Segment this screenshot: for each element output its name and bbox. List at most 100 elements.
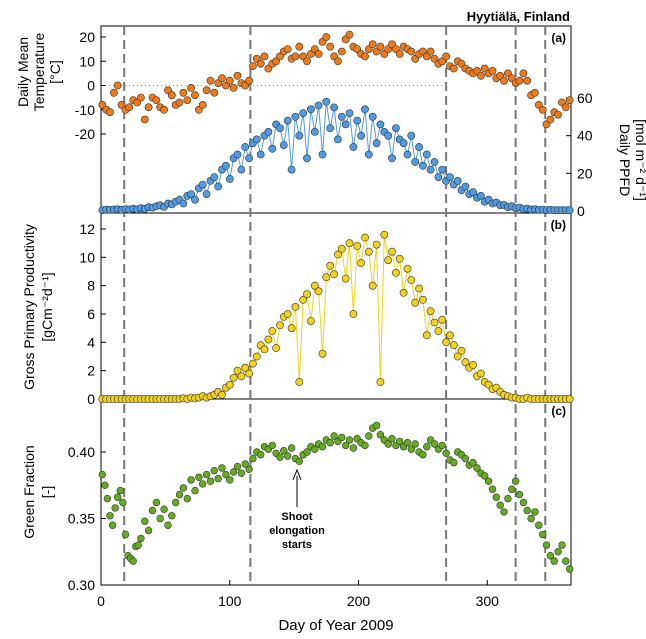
gpp-point: [349, 310, 358, 318]
gpp-point: [446, 331, 454, 340]
gpp-label-line-1: Gross Primary Productivity: [21, 224, 37, 390]
green-fraction-point: [129, 557, 137, 565]
green-fraction-point: [542, 541, 551, 549]
ppfd-point: [322, 97, 331, 106]
green-fraction-point: [152, 498, 161, 507]
gpp-point: [252, 352, 261, 361]
gpp-tick-label: 12: [79, 221, 95, 237]
temperature-point: [187, 84, 195, 92]
temperature-series: [98, 30, 574, 129]
gpp-point: [264, 335, 273, 344]
green-fraction-point: [411, 440, 419, 448]
gpp-point: [434, 327, 443, 335]
gpp-point: [407, 276, 416, 284]
ppfd-point: [191, 195, 199, 204]
temperature-point: [245, 76, 253, 85]
green-fraction-point: [287, 444, 296, 452]
ppfd-point: [453, 176, 462, 185]
green-fraction-point: [295, 457, 303, 465]
temperature-point: [519, 69, 528, 78]
temperature-point: [337, 47, 346, 56]
gpp-point: [326, 261, 335, 270]
temperature-point: [531, 88, 539, 97]
temperature-point: [476, 71, 485, 80]
ppfd-point: [476, 191, 485, 200]
gpp-axis-label: Gross Primary Productivity [gCm⁻²d⁻¹]: [21, 224, 55, 390]
green-fraction-point: [148, 506, 157, 515]
ppfd-point: [384, 131, 393, 140]
temperature-point: [175, 98, 184, 107]
gpp-point: [268, 327, 277, 335]
green-fraction-point: [199, 480, 207, 488]
gpp-point: [233, 366, 242, 375]
ppfd-point: [306, 105, 315, 114]
ppfd-point: [287, 165, 296, 174]
ppfd-point: [295, 131, 304, 140]
ppfd-point: [330, 103, 338, 112]
gpp-point: [457, 346, 466, 355]
ppfd-point: [326, 124, 335, 133]
gpp-point: [237, 372, 246, 381]
green-fraction-point: [121, 530, 130, 539]
gpp-point: [426, 307, 435, 316]
gpp-point: [318, 349, 327, 358]
gpp-point: [422, 331, 431, 340]
temperature-point: [218, 74, 226, 83]
temperature-point: [407, 47, 416, 56]
green-fraction-point: [226, 476, 234, 484]
green-fraction-point: [103, 494, 112, 503]
ppfd-point: [364, 150, 373, 159]
gpp-point: [218, 390, 226, 399]
gpp-point: [276, 321, 284, 330]
ppfd-tick-label: 0: [577, 203, 585, 219]
annotation-arrowhead-icon: [292, 468, 302, 481]
green-tick-label: 0.30: [68, 577, 95, 593]
temperature-point: [546, 115, 555, 124]
annotation-line-3: starts: [282, 539, 312, 551]
ppfd-point: [446, 173, 454, 181]
gpp-point: [364, 247, 373, 256]
ppfd-tick-label: 20: [577, 165, 593, 181]
green-fraction-point: [396, 437, 404, 446]
gpp-point: [229, 373, 238, 382]
gpp-point: [384, 256, 393, 265]
gpp-point: [241, 363, 250, 372]
gpp-point: [372, 240, 381, 249]
gpp-tick-label: 10: [79, 249, 95, 265]
temperature-point: [140, 115, 149, 124]
green-tick-label: 0.40: [68, 444, 95, 460]
temperature-label-line-1: Daily Mean: [15, 37, 31, 107]
green-fraction-point: [210, 466, 219, 475]
ppfd-point: [233, 150, 242, 159]
gpp-point: [272, 344, 280, 352]
green-fraction-point: [531, 508, 539, 516]
ppfd-point: [345, 109, 354, 117]
green-fraction-point: [284, 452, 292, 460]
x-tick-label: 200: [347, 593, 371, 609]
green-fraction-point: [116, 486, 125, 495]
gpp-point: [476, 369, 485, 378]
temperature-point: [113, 81, 122, 90]
green-fraction-point: [511, 477, 520, 485]
ppfd-point: [418, 161, 427, 170]
temperature-point: [260, 52, 269, 61]
gpp-point: [391, 268, 400, 277]
green-fraction-point: [330, 432, 338, 440]
green-fraction-point: [218, 464, 226, 472]
ppfd-label-line-2: [mol m⁻² d⁻¹]: [633, 119, 646, 201]
temperature-point: [376, 42, 385, 51]
ppfd-axis-label: Daily PPFD [mol m⁻² d⁻¹]: [617, 119, 646, 201]
ppfd-point: [368, 112, 377, 121]
green-fraction-point: [388, 435, 396, 443]
ppfd-point: [256, 150, 265, 159]
green-fraction-point: [527, 514, 535, 523]
green-fraction-point: [473, 464, 481, 472]
ppfd-point: [411, 158, 420, 166]
temperature-point: [538, 105, 547, 114]
gpp-tick-label: 2: [87, 363, 95, 379]
ppfd-point: [565, 206, 574, 215]
temperature-point: [326, 42, 335, 51]
gpp-tick-label: 4: [87, 334, 95, 350]
temperature-point: [395, 50, 404, 58]
